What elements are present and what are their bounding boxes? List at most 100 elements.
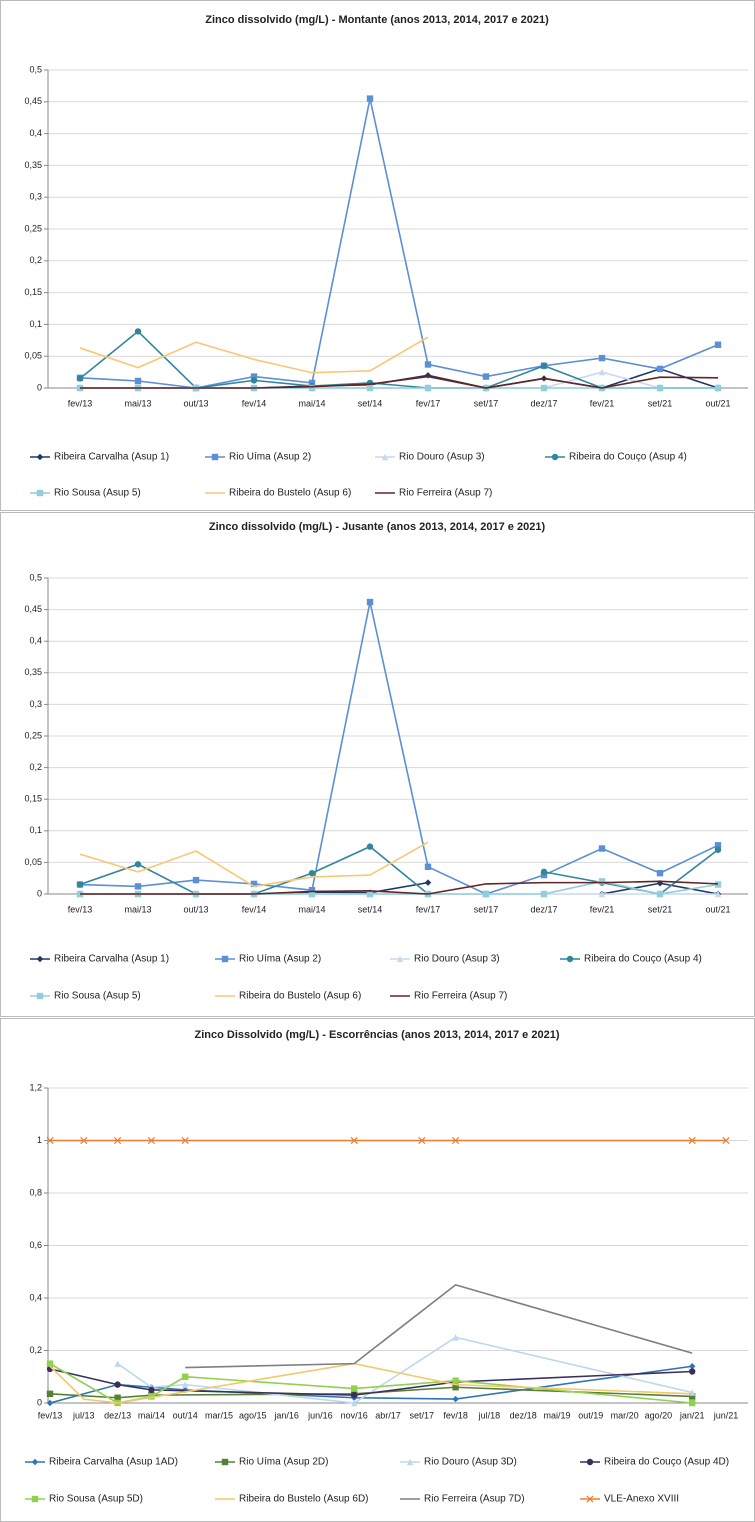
data-point bbox=[46, 1360, 54, 1367]
legend-label: Ribeira do Bustelo (Asup 6) bbox=[229, 488, 351, 499]
data-point bbox=[351, 1399, 358, 1407]
x-tick-label: mar/15 bbox=[205, 1410, 233, 1420]
data-point bbox=[689, 1363, 696, 1370]
x-tick-label: fev/13 bbox=[38, 1410, 63, 1420]
legend-marker bbox=[36, 453, 44, 461]
legend-marker bbox=[211, 453, 219, 461]
legend-label: Rio Ferreira (Asup 7D) bbox=[424, 1494, 525, 1505]
y-tick-label: 0,1 bbox=[29, 825, 42, 835]
data-point bbox=[366, 384, 374, 392]
legend-label: Ribeira do Couço (Asup 4) bbox=[569, 452, 687, 463]
data-point bbox=[656, 384, 664, 392]
data-point bbox=[46, 1399, 54, 1407]
x-tick-label: set/17 bbox=[410, 1410, 435, 1420]
data-point bbox=[182, 1373, 189, 1380]
x-tick-label: fev/17 bbox=[416, 904, 441, 914]
x-tick-label: set/21 bbox=[648, 398, 673, 408]
x-tick-label: dez/18 bbox=[510, 1410, 537, 1420]
x-tick-label: out/21 bbox=[705, 398, 730, 408]
x-tick-label: set/21 bbox=[648, 904, 673, 914]
x-tick-label: dez/17 bbox=[530, 904, 557, 914]
legend-marker bbox=[221, 1458, 229, 1466]
data-point bbox=[114, 1381, 121, 1388]
y-tick-label: 0,4 bbox=[29, 636, 42, 646]
x-tick-label: fev/14 bbox=[242, 398, 267, 408]
data-point bbox=[351, 1385, 358, 1392]
y-tick-label: 0,45 bbox=[24, 96, 42, 106]
legend-label: Rio Uíma (Asup 2D) bbox=[239, 1457, 328, 1468]
data-point bbox=[308, 890, 316, 898]
data-point bbox=[134, 377, 142, 385]
data-point bbox=[714, 890, 722, 898]
y-tick-label: 0,2 bbox=[29, 255, 42, 265]
y-tick-label: 0,5 bbox=[29, 64, 42, 74]
data-point bbox=[424, 384, 432, 392]
data-point bbox=[366, 890, 374, 898]
x-tick-label: set/14 bbox=[358, 398, 383, 408]
x-tick-label: set/17 bbox=[474, 904, 499, 914]
legend-label: Rio Uíma (Asup 2) bbox=[239, 954, 321, 965]
data-point bbox=[80, 1136, 88, 1145]
legend-label: Rio Douro (Asup 3) bbox=[399, 452, 485, 463]
data-point bbox=[181, 1136, 189, 1145]
data-point bbox=[688, 1136, 696, 1145]
legend-label: Ribeira Carvalha (Asup 1AD) bbox=[49, 1457, 178, 1468]
data-point bbox=[540, 890, 548, 898]
x-tick-label: mar/20 bbox=[611, 1410, 639, 1420]
data-point bbox=[714, 384, 722, 392]
x-tick-label: mai/14 bbox=[298, 904, 325, 914]
data-point bbox=[540, 384, 548, 392]
series-line bbox=[79, 336, 429, 374]
y-tick-label: 0 bbox=[37, 382, 42, 392]
y-tick-label: 1 bbox=[37, 1135, 42, 1145]
legend-marker bbox=[221, 955, 229, 963]
legend-label: Ribeira do Bustelo (Asup 6) bbox=[239, 991, 361, 1002]
data-point bbox=[714, 341, 722, 348]
x-tick-label: mai/14 bbox=[138, 1410, 165, 1420]
data-point bbox=[76, 375, 84, 382]
data-point bbox=[418, 1136, 426, 1145]
data-point bbox=[452, 1377, 459, 1384]
data-point bbox=[482, 890, 490, 898]
data-point bbox=[540, 868, 548, 876]
data-point bbox=[424, 879, 432, 886]
legend-marker bbox=[31, 1495, 39, 1503]
legend-marker bbox=[551, 453, 559, 461]
series-line bbox=[185, 1283, 693, 1369]
x-tick-label: jan/21 bbox=[679, 1410, 705, 1420]
legend-label: Ribeira do Bustelo (Asup 6D) bbox=[239, 1494, 369, 1505]
x-tick-label: fev/13 bbox=[68, 904, 93, 914]
panel bbox=[0, 1018, 755, 1522]
data-point bbox=[366, 843, 374, 850]
y-tick-label: 0,15 bbox=[24, 794, 42, 804]
data-point bbox=[424, 361, 432, 368]
x-tick-label: out/19 bbox=[578, 1410, 603, 1420]
y-tick-label: 1,2 bbox=[29, 1082, 42, 1092]
data-point bbox=[250, 373, 258, 380]
y-tick-label: 0 bbox=[37, 1397, 42, 1407]
x-tick-label: fev/14 bbox=[242, 904, 267, 914]
data-point bbox=[714, 881, 722, 888]
y-tick-label: 0,2 bbox=[29, 1345, 42, 1355]
data-point bbox=[134, 328, 142, 335]
y-tick-label: 0,2 bbox=[29, 762, 42, 772]
data-point bbox=[598, 354, 606, 362]
y-tick-label: 0,4 bbox=[29, 128, 42, 138]
x-tick-label: jul/13 bbox=[72, 1410, 95, 1420]
legend-label: Ribeira do Couço (Asup 4) bbox=[584, 954, 702, 965]
y-tick-label: 0,6 bbox=[29, 1240, 42, 1250]
series-line bbox=[79, 98, 719, 389]
legend-marker bbox=[36, 489, 44, 497]
y-tick-label: 0,25 bbox=[24, 730, 42, 740]
data-point bbox=[148, 1386, 155, 1394]
legend-marker bbox=[36, 992, 44, 1000]
x-tick-label: fev/13 bbox=[68, 398, 93, 408]
x-tick-label: fev/21 bbox=[590, 904, 615, 914]
y-tick-label: 0,8 bbox=[29, 1187, 42, 1197]
x-tick-label: out/21 bbox=[705, 904, 730, 914]
data-point bbox=[351, 1391, 358, 1399]
x-tick-label: ago/20 bbox=[645, 1410, 673, 1420]
chart-title: Zinco dissolvido (mg/L) - Jusante (anos … bbox=[209, 521, 546, 533]
x-tick-label: jan/16 bbox=[273, 1410, 299, 1420]
x-tick-label: set/17 bbox=[474, 398, 499, 408]
